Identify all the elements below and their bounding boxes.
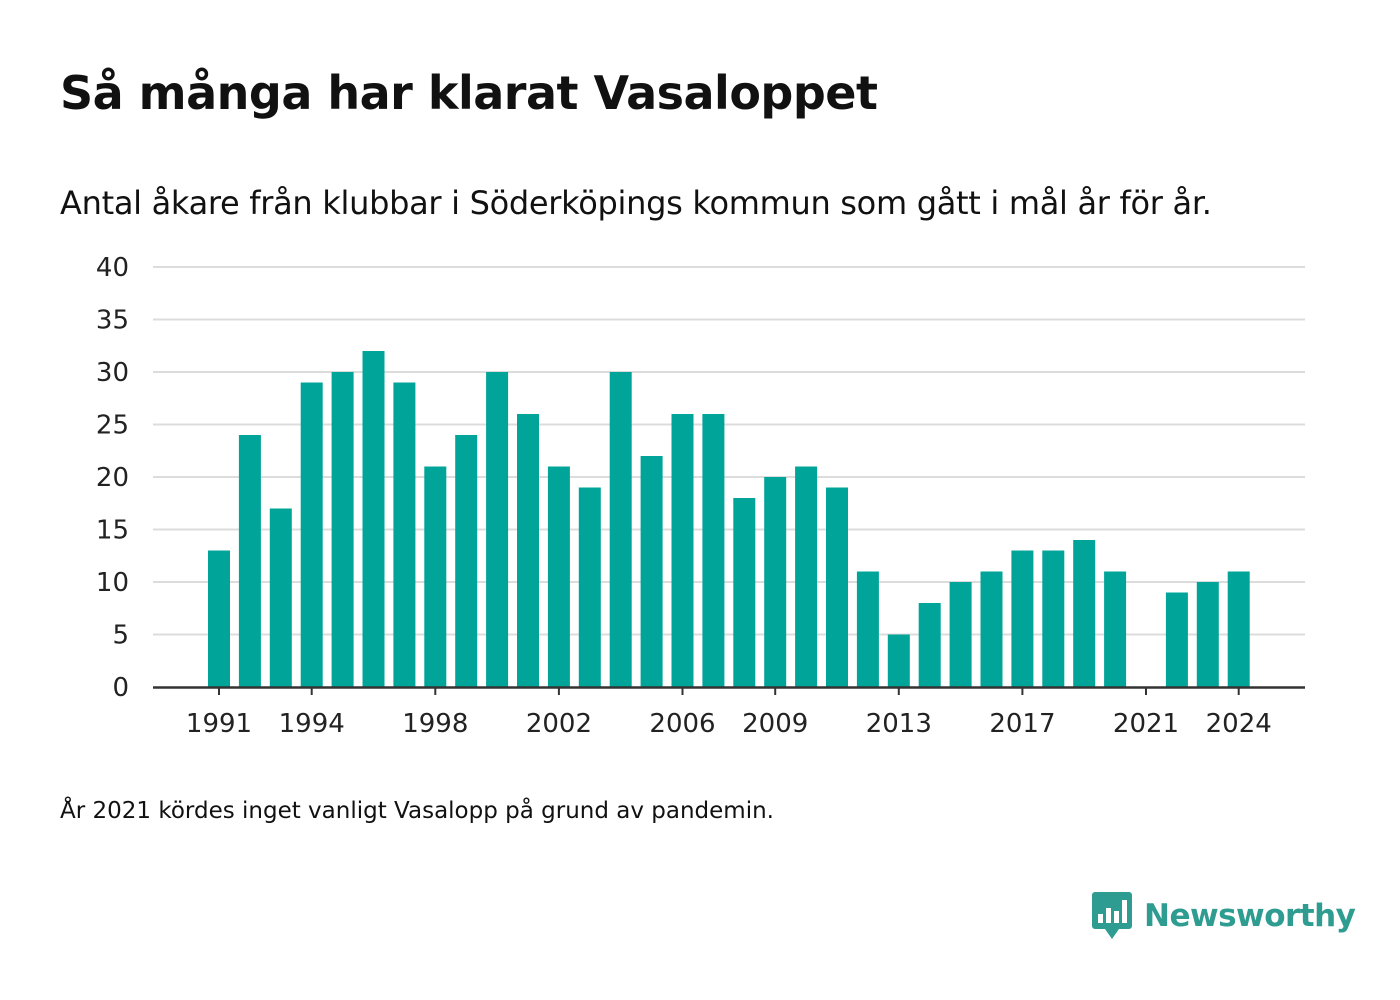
x-tick-label: 2024 xyxy=(1206,709,1272,739)
bar-2023 xyxy=(1196,582,1219,687)
bar-1995 xyxy=(331,372,354,687)
bar-2013 xyxy=(887,634,910,687)
y-tick-label: 5 xyxy=(112,621,129,651)
x-tick-label: 1991 xyxy=(186,709,252,739)
bar-2002 xyxy=(547,466,570,687)
bar-2012 xyxy=(856,571,879,687)
y-tick-label: 0 xyxy=(112,673,129,703)
bar-2015 xyxy=(949,582,972,687)
y-tick-label: 40 xyxy=(96,253,129,283)
bar-2020 xyxy=(1104,571,1127,687)
bar-2004 xyxy=(609,372,632,687)
x-tick-label: 1994 xyxy=(279,709,345,739)
y-tick-label: 35 xyxy=(96,306,129,336)
axes: 0 5 10 15 20 25 30 35 40 1991 1994 1998 2002 2006 2009… xyxy=(96,253,1305,739)
bar-2006 xyxy=(671,414,694,687)
brand-name: Newsworthy xyxy=(1144,898,1356,934)
bar-2024 xyxy=(1227,571,1250,687)
bar-2000 xyxy=(486,372,509,687)
bar-2008 xyxy=(733,498,756,687)
bar-2018 xyxy=(1042,550,1065,687)
bar-2007 xyxy=(702,414,725,687)
bar-2001 xyxy=(517,414,539,687)
x-tick-label: 2002 xyxy=(526,709,592,739)
chart-title: Så många har klarat Vasaloppet xyxy=(60,66,878,120)
bar-2016 xyxy=(980,571,1003,687)
x-tick-label: 2006 xyxy=(649,709,715,739)
footnote: År 2021 kördes inget vanligt Vasalopp på… xyxy=(60,798,774,824)
bar-1997 xyxy=(393,382,416,687)
y-tick-label: 10 xyxy=(96,568,129,598)
y-tick-label: 20 xyxy=(96,463,129,493)
chart-subtitle: Antal åkare från klubbar i Söderköpings … xyxy=(60,184,1212,222)
bar-1993 xyxy=(269,508,292,687)
bar-1999 xyxy=(455,435,478,687)
gridlines xyxy=(153,266,1305,636)
bars xyxy=(208,351,1250,687)
bar-2022 xyxy=(1165,592,1188,687)
bar-1994 xyxy=(300,382,323,687)
bar-2009 xyxy=(764,477,787,687)
newsworthy-logo-icon xyxy=(1092,892,1132,939)
bar-2017 xyxy=(1011,550,1034,687)
x-tick-label: 2009 xyxy=(742,709,808,739)
y-tick-label: 25 xyxy=(96,411,129,441)
bar-2003 xyxy=(578,487,601,687)
bar-1992 xyxy=(238,435,261,687)
y-tick-label: 30 xyxy=(96,358,129,388)
bar-1991 xyxy=(208,550,230,687)
x-tick-label: 1998 xyxy=(402,709,468,739)
bar-2014 xyxy=(918,603,941,687)
bar-2010 xyxy=(795,466,818,687)
bar-2019 xyxy=(1073,540,1096,687)
bar-chart: 0 5 10 15 20 25 30 35 40 1991 1994 1998 2002 2006 2009… xyxy=(96,253,1305,739)
bar-1996 xyxy=(362,351,385,687)
bar-2011 xyxy=(826,487,848,687)
bar-2005 xyxy=(640,456,663,687)
brand-logo: Newsworthy xyxy=(1092,892,1356,940)
x-tick-label: 2017 xyxy=(989,709,1055,739)
x-tick-label: 2013 xyxy=(866,709,932,739)
bar-1998 xyxy=(424,466,447,687)
x-tick-label: 2021 xyxy=(1113,709,1179,739)
y-tick-label: 15 xyxy=(96,516,129,546)
